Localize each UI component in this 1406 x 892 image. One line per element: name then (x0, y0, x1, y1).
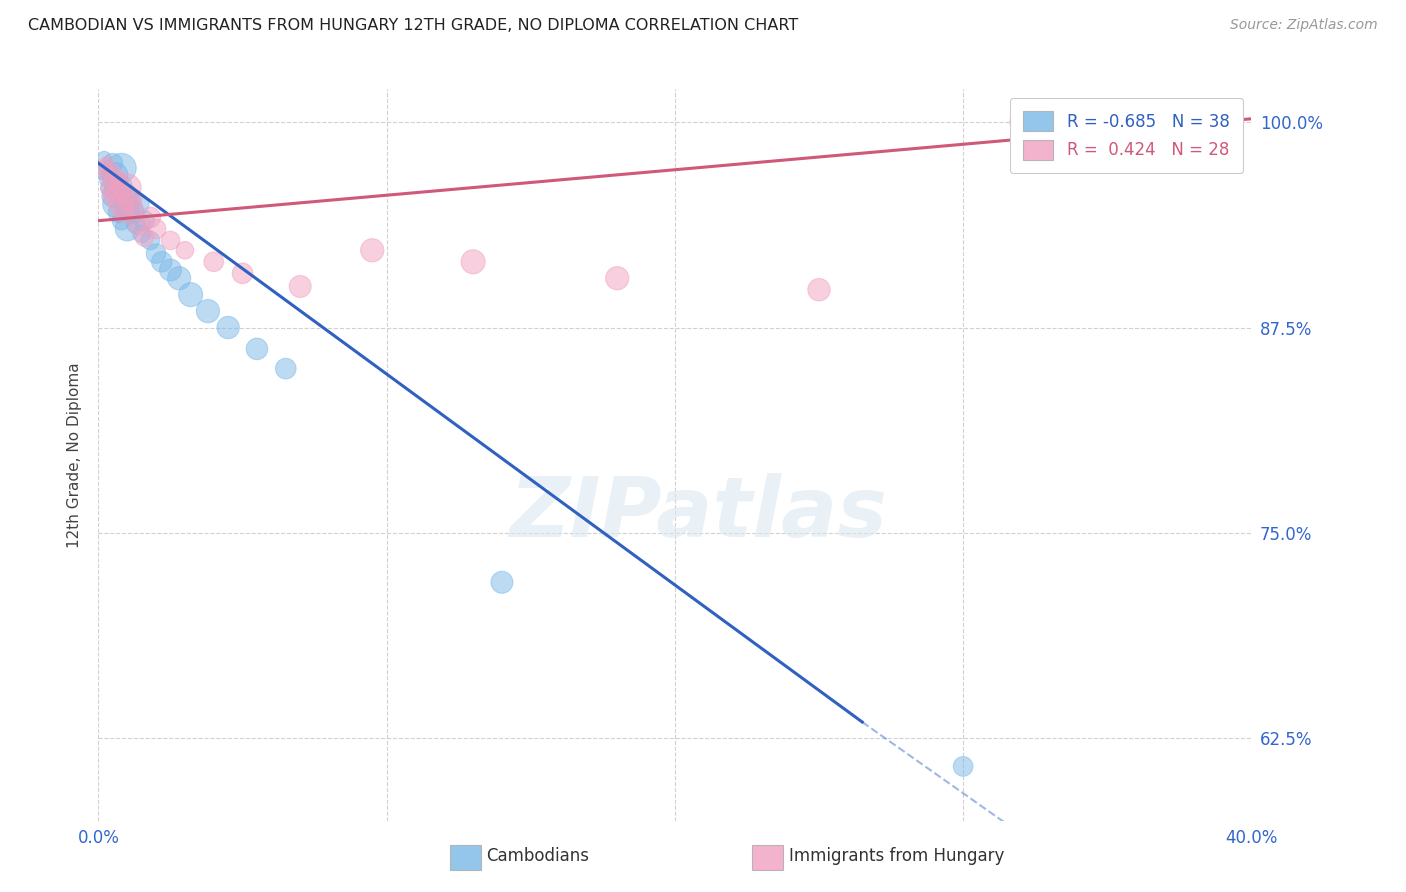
Point (104, 172, 127, 186)
Point (128, 217, 150, 231)
Text: Cambodians: Cambodians (486, 847, 589, 865)
Point (122, 201, 145, 215)
Point (117, 181, 138, 195)
Point (107, 181, 129, 195)
Point (134, 230, 156, 244)
Point (952, 759, 974, 773)
Point (120, 192, 142, 206)
Point (150, 254, 173, 268)
Point (145, 246, 167, 260)
Point (104, 176, 127, 190)
Point (134, 213, 156, 227)
Point (117, 201, 138, 215)
Point (606, 271, 628, 285)
Point (167, 271, 190, 285)
Point (98, 181, 121, 195)
Point (290, 279, 312, 293)
Point (101, 164, 124, 178)
Point (139, 211, 162, 225)
Point (274, 361, 297, 376)
Point (112, 189, 135, 203)
Point (110, 161, 132, 175)
Point (231, 266, 254, 280)
Point (491, 575, 513, 590)
Point (122, 205, 145, 219)
Point (202, 254, 225, 268)
Point (107, 176, 129, 190)
Point (807, 283, 830, 297)
Point (217, 320, 239, 334)
Point (139, 234, 162, 248)
Text: ZIPatlas: ZIPatlas (509, 473, 887, 554)
Point (98, 168, 121, 182)
Point (96, 156, 118, 170)
Point (93, 151, 115, 165)
Point (104, 197, 127, 211)
Point (159, 263, 181, 277)
Point (101, 156, 124, 170)
Point (96, 168, 118, 182)
Point (461, 254, 484, 268)
Point (101, 189, 124, 203)
Point (107, 205, 129, 219)
Point (174, 244, 197, 258)
Point (107, 184, 129, 198)
Point (93, 161, 115, 175)
Point (107, 184, 129, 198)
Point (145, 222, 167, 236)
Point (110, 213, 132, 227)
Point (361, 244, 384, 258)
Point (98, 181, 121, 195)
Point (128, 197, 150, 211)
Point (180, 287, 202, 301)
Point (246, 342, 269, 356)
Point (125, 217, 148, 231)
Point (120, 194, 142, 208)
Point (117, 222, 138, 236)
Y-axis label: 12th Grade, No Diploma: 12th Grade, No Diploma (66, 362, 82, 548)
Point (112, 205, 135, 219)
Point (110, 197, 132, 211)
Point (197, 304, 219, 318)
Point (96, 172, 118, 186)
Legend: R = -0.685   N = 38, R =  0.424   N = 28: R = -0.685 N = 38, R = 0.424 N = 28 (1010, 97, 1243, 173)
Point (93, 164, 115, 178)
Point (104, 168, 127, 182)
Point (159, 234, 181, 248)
Point (112, 201, 135, 215)
Text: Source: ZipAtlas.com: Source: ZipAtlas.com (1230, 18, 1378, 32)
Point (1010, 115, 1032, 129)
Text: CAMBODIAN VS IMMIGRANTS FROM HUNGARY 12TH GRADE, NO DIPLOMA CORRELATION CHART: CAMBODIAN VS IMMIGRANTS FROM HUNGARY 12T… (28, 18, 799, 33)
Point (131, 227, 153, 241)
Point (96, 161, 118, 175)
Point (101, 189, 124, 203)
Text: Immigrants from Hungary: Immigrants from Hungary (789, 847, 1004, 865)
